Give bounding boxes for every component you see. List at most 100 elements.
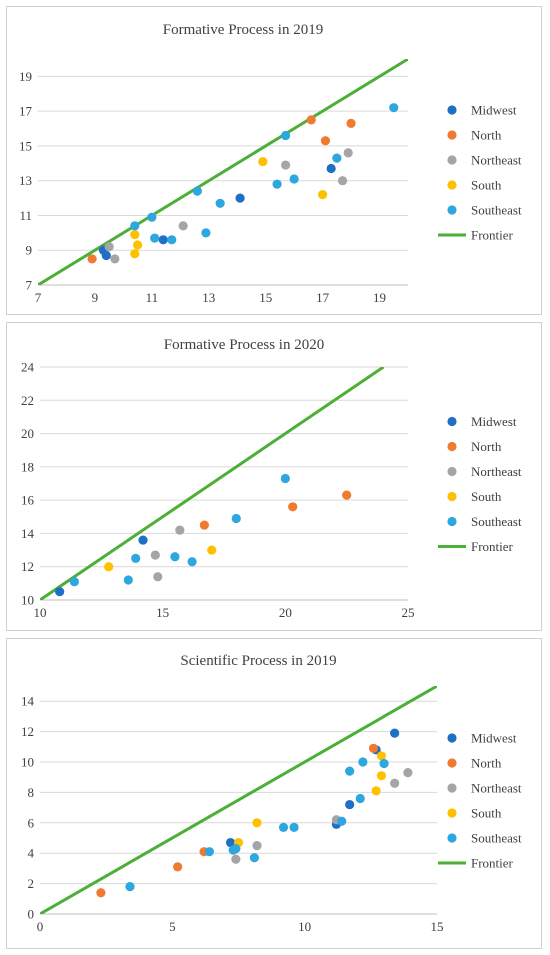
point-southeast [167, 235, 177, 245]
frontier-line [38, 59, 408, 285]
point-north [368, 743, 379, 753]
point-southeast [249, 853, 259, 863]
point-midwest [158, 235, 168, 245]
point-northeast [104, 242, 114, 252]
y-tick-label: 16 [21, 493, 35, 508]
point-southeast [278, 822, 289, 832]
x-tick-label: 15 [431, 919, 444, 934]
point-south [130, 249, 140, 259]
legend-marker-south [447, 180, 457, 190]
y-tick-label: 9 [26, 243, 33, 258]
y-tick-label: 18 [21, 459, 34, 474]
point-southeast [147, 212, 157, 222]
y-tick-label: 14 [21, 694, 35, 709]
x-tick-label: 0 [37, 919, 44, 934]
legend-label-northeast: Northeast [471, 464, 522, 479]
legend-label-frontier: Frontier [471, 228, 514, 243]
x-tick-label: 15 [156, 605, 169, 620]
point-northeast [153, 572, 163, 582]
y-tick-label: 20 [21, 426, 34, 441]
point-north [342, 490, 352, 500]
point-north [346, 118, 356, 128]
point-northeast [175, 525, 185, 535]
point-southeast [280, 473, 290, 484]
x-tick-label: 25 [402, 605, 415, 620]
point-southeast [355, 793, 365, 804]
legend-label-north: North [471, 128, 502, 143]
point-northeast [343, 148, 353, 158]
point-south [104, 562, 114, 572]
point-north [173, 862, 183, 872]
chart-title: Formative Process in 2020 [164, 337, 324, 353]
legend-label-southeast: Southeast [471, 514, 522, 529]
x-tick-label: 5 [169, 919, 176, 934]
legend-label-northeast: Northeast [471, 153, 522, 168]
point-southeast [379, 758, 389, 769]
point-northeast [178, 221, 188, 231]
y-tick-label: 4 [28, 846, 35, 861]
point-southeast [170, 552, 180, 562]
point-northeast [403, 768, 413, 778]
point-midwest [235, 193, 245, 203]
legend-marker-southeast [447, 833, 457, 843]
legend-marker-south [447, 808, 457, 818]
legend-label-south: South [471, 489, 502, 504]
point-north [199, 520, 209, 530]
point-south [376, 751, 387, 761]
legend-marker-south [447, 491, 457, 502]
point-north [320, 136, 331, 146]
chart-title: Formative Process in 2019 [163, 22, 323, 38]
y-tick-label: 2 [28, 876, 35, 891]
y-tick-label: 12 [21, 724, 34, 739]
point-midwest [390, 728, 400, 738]
legend-marker-midwest [447, 733, 457, 743]
y-tick-label: 24 [21, 360, 35, 375]
legend-label-northeast: Northeast [471, 781, 522, 796]
point-southeast [150, 233, 160, 243]
point-northeast [150, 550, 160, 560]
point-southeast [289, 174, 299, 184]
x-tick-label: 10 [298, 919, 311, 934]
point-southeast [123, 575, 133, 585]
y-tick-label: 11 [19, 208, 32, 223]
point-north [87, 254, 97, 264]
point-southeast [358, 757, 368, 767]
x-tick-label: 7 [35, 290, 42, 305]
legend-label-midwest: Midwest [471, 414, 517, 429]
y-tick-label: 13 [19, 173, 32, 188]
chart-panel-formative-2020: Formative Process in 2020 10 12 14 16 18 20 22 2… [6, 322, 542, 631]
y-tick-label: 10 [21, 755, 34, 770]
chart-scientific-2019: Scientific Process in 2019 0 2 4 6 8 10 12 14 0 5 1… [21, 653, 522, 934]
point-southeast [187, 557, 197, 567]
x-tick-label: 11 [146, 290, 159, 305]
point-southeast [337, 816, 347, 826]
y-tick-label: 14 [21, 526, 35, 541]
point-midwest [326, 163, 336, 174]
legend-label-north: North [471, 756, 502, 771]
y-tick-label: 17 [19, 104, 33, 119]
point-south [130, 229, 140, 240]
point-southeast [389, 103, 399, 113]
point-south [318, 190, 328, 200]
point-midwest [55, 587, 65, 597]
point-southeast [231, 513, 241, 524]
x-tick-label: 13 [202, 290, 215, 305]
point-southeast [131, 553, 141, 563]
legend-marker-southeast [447, 516, 457, 527]
y-tick-label: 0 [28, 907, 35, 922]
legend-label-southeast: Southeast [471, 831, 522, 846]
legend-label-midwest: Midwest [471, 103, 517, 118]
point-southeast [69, 577, 79, 587]
y-tick-label: 22 [21, 393, 34, 408]
x-tick-label: 19 [373, 290, 386, 305]
point-southeast [332, 153, 342, 163]
x-tick-label: 15 [259, 290, 272, 305]
legend-marker-north [447, 758, 457, 768]
point-northeast [231, 854, 241, 864]
y-tick-label: 19 [19, 69, 32, 84]
point-southeast [192, 186, 202, 196]
legend-marker-southeast [447, 205, 457, 215]
point-south [207, 545, 217, 555]
legend-marker-north [447, 441, 457, 452]
point-southeast [231, 844, 241, 854]
